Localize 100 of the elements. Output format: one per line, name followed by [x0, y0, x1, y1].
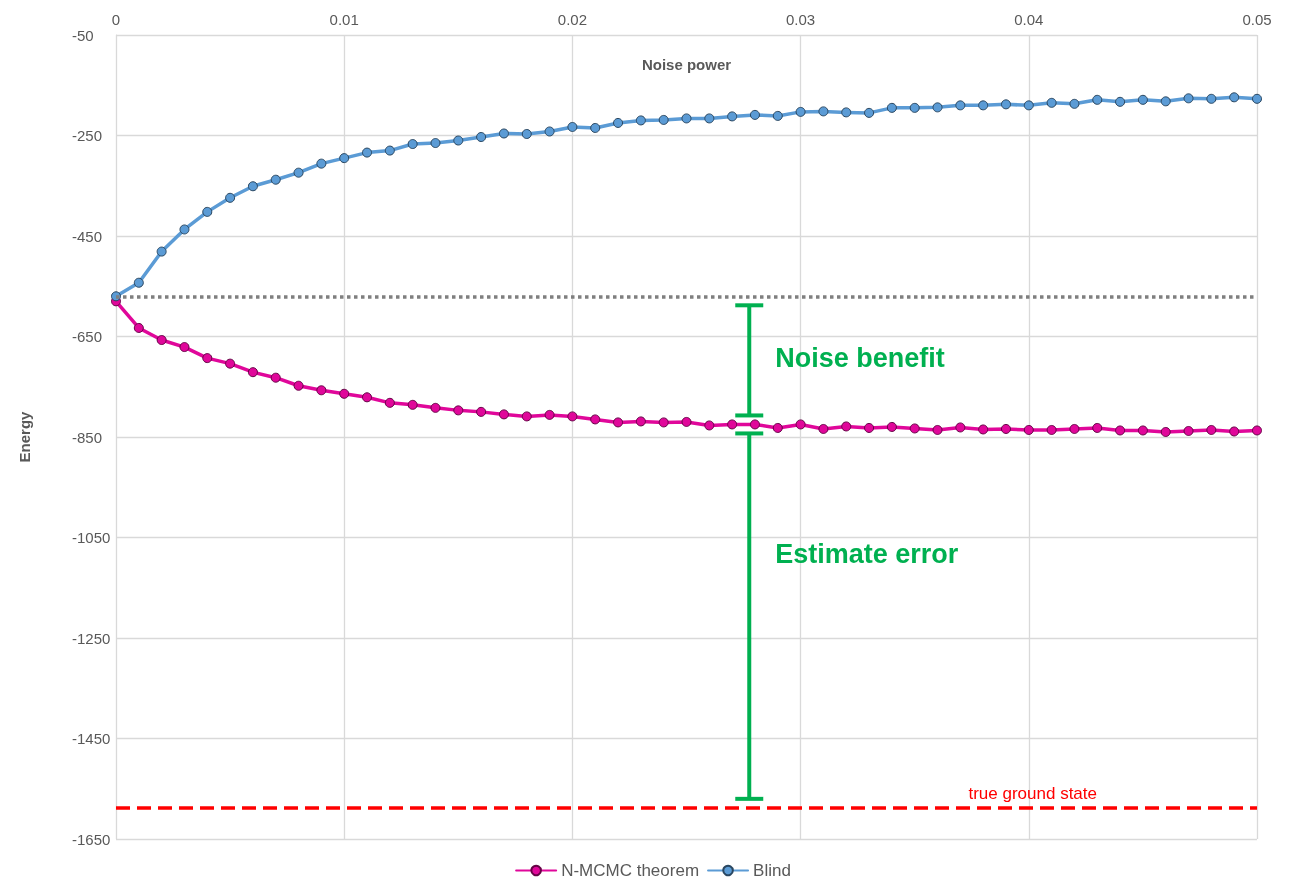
y-tick-label: -1250 — [72, 629, 111, 647]
point — [864, 422, 875, 433]
point — [156, 246, 167, 257]
x-tick-label: 0.05 — [1242, 11, 1272, 28]
point — [339, 388, 350, 399]
point — [1115, 96, 1126, 107]
point — [453, 135, 464, 146]
point — [704, 420, 715, 431]
point — [270, 372, 281, 383]
x-tick-label: 0 — [111, 11, 121, 28]
annotation: Noise benefit — [775, 343, 945, 374]
ref-line-label: true ground state — [968, 783, 1097, 803]
point — [749, 109, 760, 120]
point — [293, 167, 304, 178]
legend-label: N-MCMC theorem — [561, 861, 700, 880]
point — [772, 110, 783, 121]
point — [932, 424, 943, 435]
point — [681, 416, 692, 427]
point — [818, 423, 829, 434]
point — [1229, 92, 1240, 103]
point — [544, 126, 555, 137]
point — [749, 419, 760, 430]
point — [179, 224, 190, 235]
point — [1137, 425, 1148, 436]
point — [1206, 424, 1217, 435]
point — [841, 421, 852, 432]
point — [316, 158, 327, 169]
point — [658, 114, 669, 125]
y-tick-label: -450 — [72, 227, 103, 245]
y-tick-label: -850 — [72, 428, 103, 446]
point — [1252, 93, 1262, 104]
point — [453, 405, 464, 416]
point — [316, 385, 327, 396]
point — [362, 147, 373, 158]
point — [909, 102, 920, 113]
point — [225, 192, 236, 203]
point — [384, 397, 395, 408]
point — [1069, 98, 1080, 109]
legend-label: Blind — [753, 861, 791, 880]
point — [544, 409, 555, 420]
point — [864, 107, 875, 118]
y-axis-title: Energy — [16, 410, 33, 463]
point — [407, 139, 418, 150]
point — [1160, 96, 1171, 107]
x-axis-title: Noise power — [641, 56, 732, 73]
point — [247, 367, 258, 378]
point — [795, 419, 806, 430]
point — [932, 102, 943, 113]
point — [1000, 99, 1011, 110]
point — [1183, 425, 1194, 436]
point — [384, 145, 395, 156]
point — [818, 106, 829, 117]
point — [978, 424, 989, 435]
point — [727, 111, 738, 122]
point — [225, 358, 236, 369]
point — [521, 128, 532, 139]
point — [270, 174, 281, 185]
point — [293, 380, 304, 391]
point — [498, 128, 509, 139]
point — [978, 100, 989, 111]
y-tick-label: -1650 — [72, 830, 111, 848]
point — [635, 416, 646, 427]
point — [1000, 423, 1011, 434]
point — [795, 106, 806, 117]
point — [339, 153, 350, 164]
point — [133, 322, 144, 333]
point — [1069, 423, 1080, 434]
point — [613, 117, 624, 128]
point — [1229, 426, 1240, 437]
point — [202, 206, 213, 217]
point — [430, 138, 441, 149]
y-tick-label: -1450 — [72, 730, 111, 747]
y-tick-label: -50 — [72, 26, 94, 44]
point — [1160, 426, 1171, 437]
point — [613, 417, 624, 428]
point — [156, 335, 167, 346]
point — [521, 411, 532, 422]
point — [590, 414, 601, 425]
point — [727, 419, 738, 430]
point — [179, 342, 190, 353]
point — [635, 115, 646, 126]
point — [955, 422, 966, 433]
point — [1092, 94, 1103, 105]
point — [430, 402, 441, 413]
point — [247, 181, 258, 192]
point — [407, 399, 418, 410]
point — [658, 417, 669, 428]
point — [476, 406, 487, 417]
point — [202, 353, 213, 364]
y-tick-label: -650 — [72, 328, 103, 345]
point — [362, 392, 373, 403]
point — [476, 132, 487, 142]
point — [886, 102, 897, 113]
point — [704, 113, 715, 124]
point — [772, 422, 783, 433]
point — [567, 121, 578, 132]
point — [1252, 425, 1262, 436]
point — [1023, 424, 1034, 435]
point — [1115, 425, 1126, 436]
point — [1023, 100, 1034, 111]
